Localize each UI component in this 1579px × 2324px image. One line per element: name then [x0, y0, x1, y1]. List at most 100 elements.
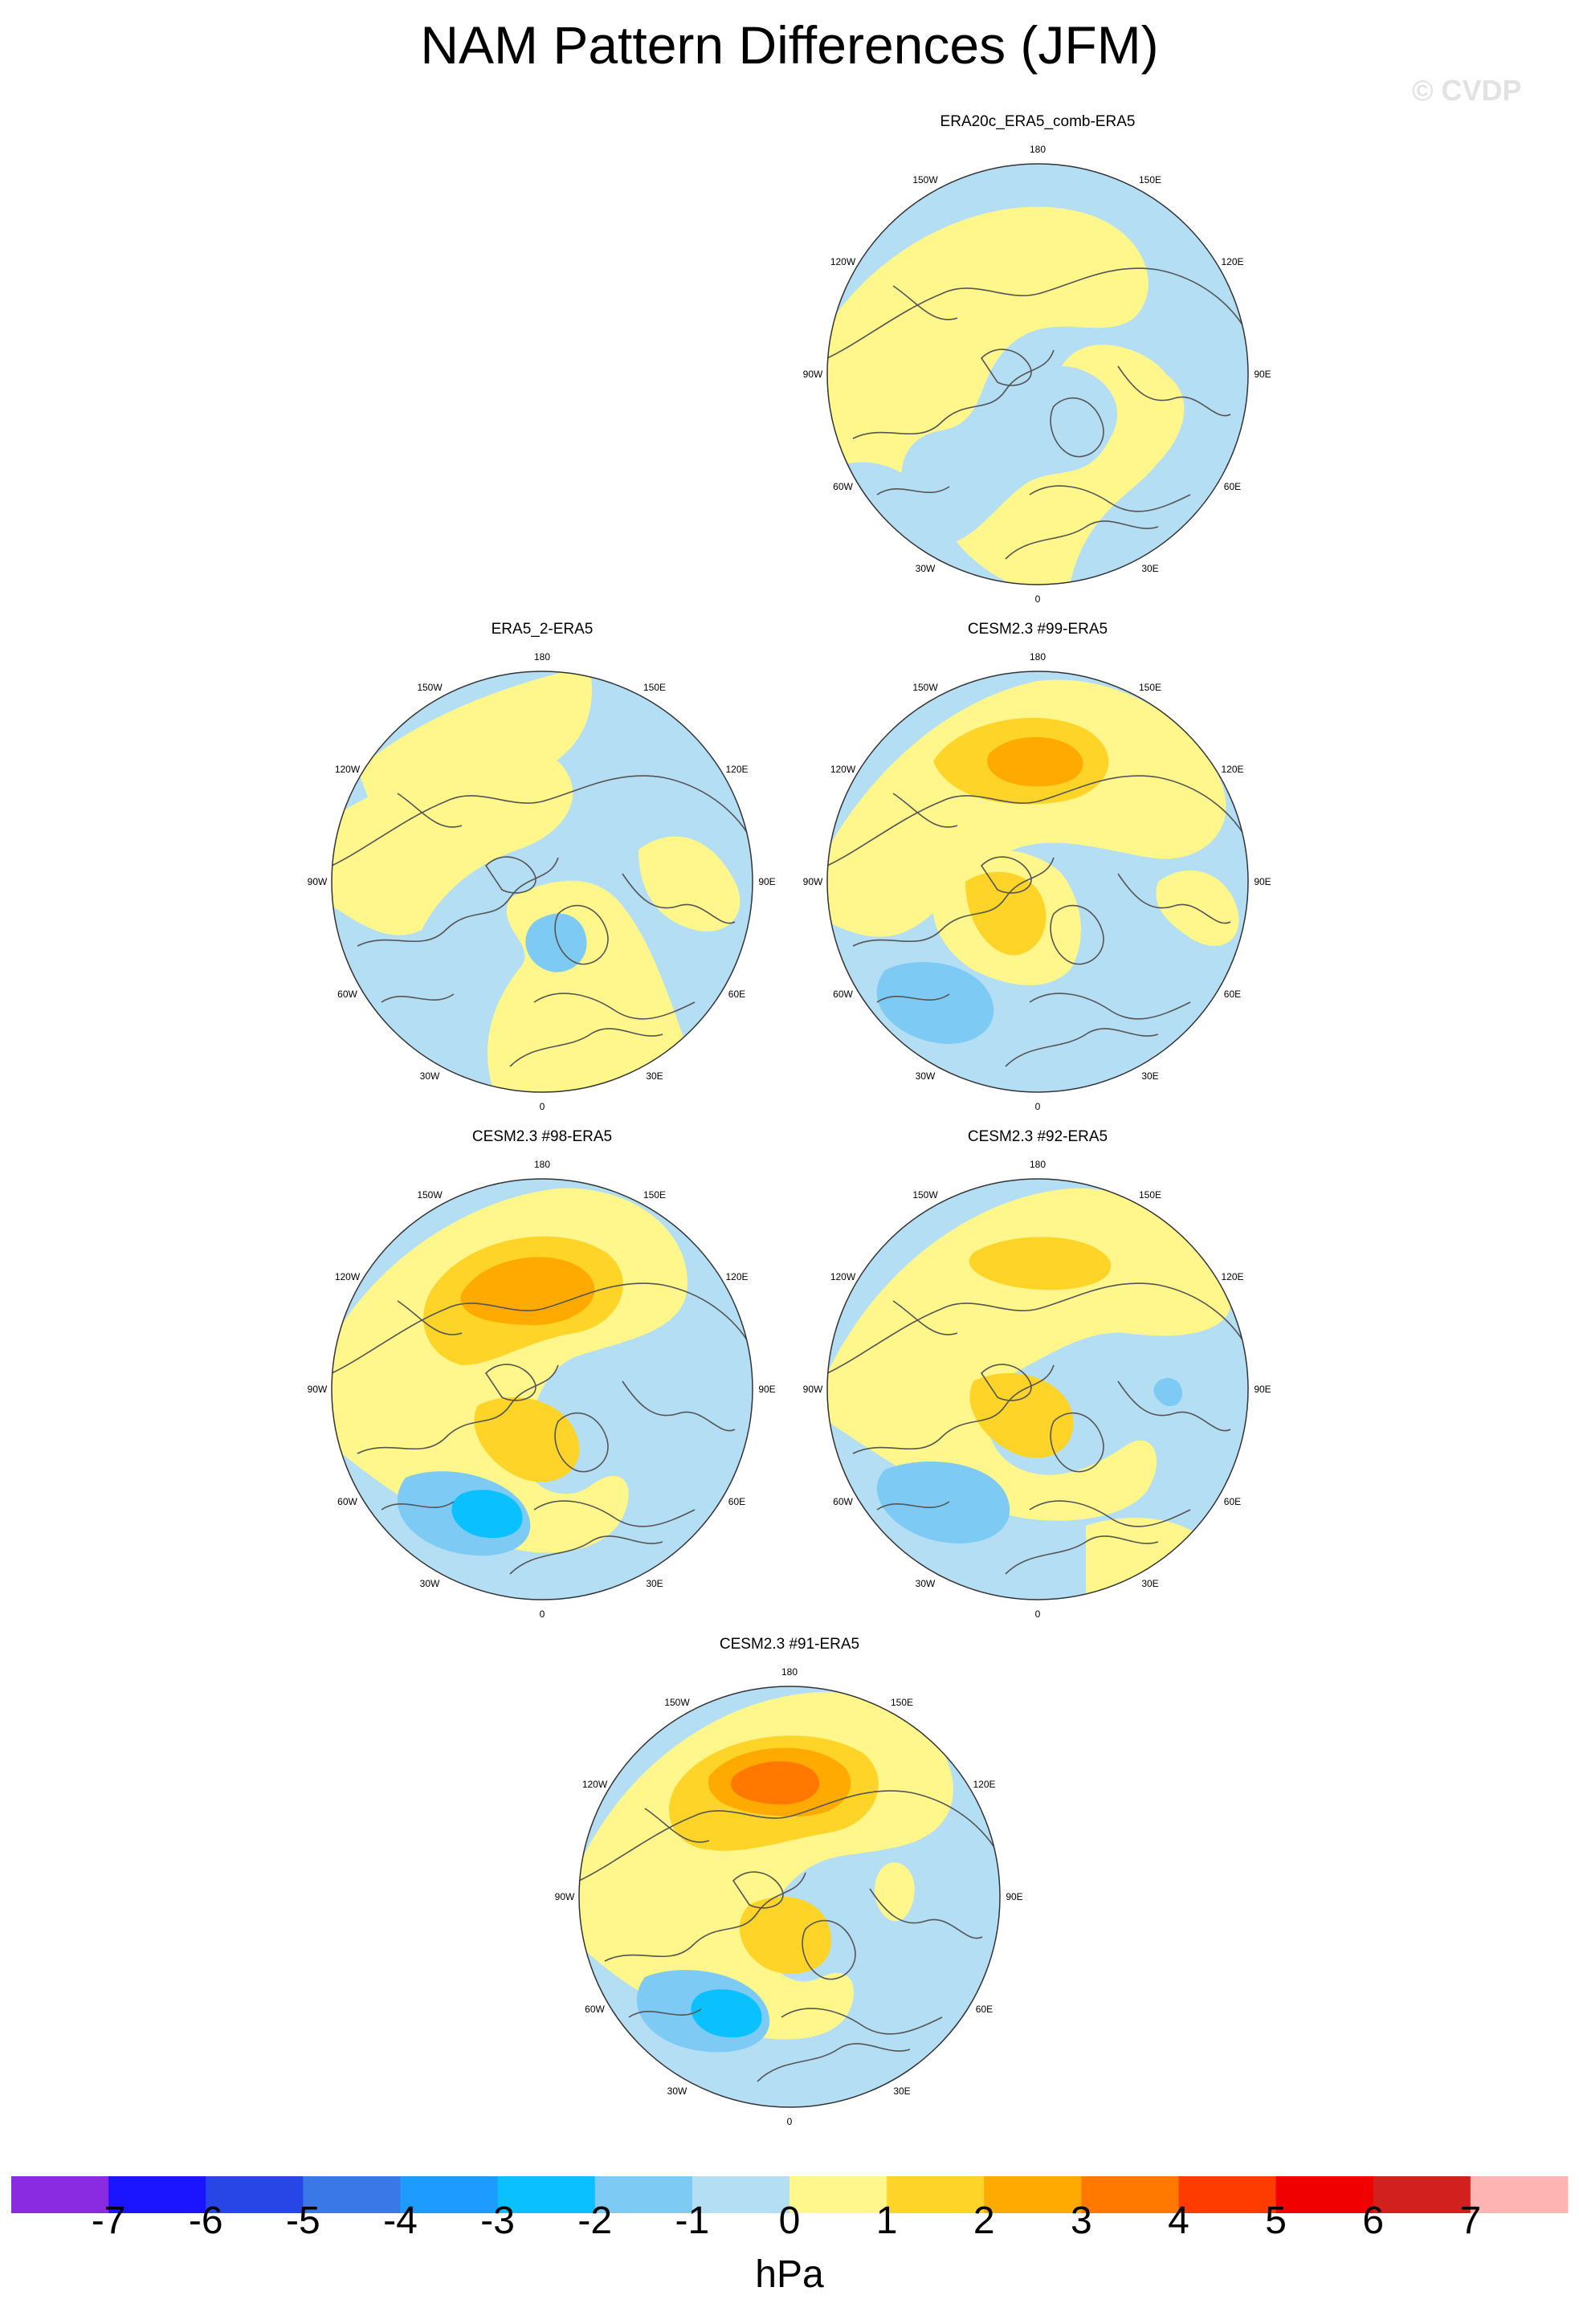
contour-region-0: [827, 206, 1185, 585]
colorbar-tick-label: -5: [286, 2200, 320, 2242]
longitude-label: 30E: [893, 2085, 911, 2098]
longitude-label: 120W: [334, 764, 361, 775]
panel-title: CESM2.3 #99-ERA5: [967, 621, 1108, 638]
figure-title: NAM Pattern Differences (JFM): [420, 15, 1159, 75]
longitude-label: 0: [1034, 1101, 1041, 1112]
colorbar-box: [1470, 2176, 1569, 2213]
contour-region-0: [827, 679, 1226, 937]
longitude-label: 90E: [1254, 1384, 1271, 1395]
colorbar-tick-label: 6: [1362, 2200, 1385, 2242]
longitude-label: 150E: [643, 1189, 667, 1201]
longitude-label: 30W: [419, 1578, 440, 1590]
longitude-label: 0: [539, 1608, 545, 1620]
longitude-label: 120W: [334, 1271, 361, 1282]
map-boundary: [826, 1178, 1249, 1600]
watermark: © CVDP: [1412, 74, 1522, 107]
longitude-label: 30W: [915, 1578, 936, 1590]
contour-region-4: [525, 913, 587, 972]
longitude-label: 0: [786, 2116, 793, 2127]
longitude-label: 60W: [833, 1496, 853, 1507]
longitude-label: 30E: [646, 1578, 663, 1590]
longitude-label: 150E: [1138, 681, 1162, 693]
longitude-label: 120E: [725, 1271, 749, 1282]
polar-map-cesm91: [578, 1686, 1001, 2108]
polar-map-cesm98: [331, 1178, 753, 1600]
longitude-label: 90W: [307, 1384, 328, 1395]
longitude-label: 120E: [1221, 764, 1244, 775]
longitude-label: 30E: [1141, 563, 1159, 575]
longitude-label: 120E: [1221, 1271, 1244, 1282]
contour-region-5: [451, 1490, 523, 1539]
contour-region-3: [731, 1761, 820, 1804]
longitude-label: 30E: [646, 1070, 663, 1082]
longitude-label: 150W: [912, 173, 938, 186]
longitude-label: 60E: [1223, 989, 1242, 1000]
longitude-label: 30W: [419, 1070, 440, 1082]
longitude-label: 0: [1034, 593, 1041, 605]
colorbar-box: [887, 2176, 985, 2213]
longitude-label: 90W: [802, 876, 823, 887]
longitude-label: 60W: [337, 1496, 357, 1507]
longitude-label: 120E: [725, 764, 749, 775]
longitude-label: 60E: [728, 1496, 746, 1507]
longitude-label: 30E: [1141, 1578, 1159, 1590]
longitude-label: 150W: [417, 681, 443, 693]
longitude-label: 180: [533, 1159, 551, 1170]
colorbar-box: [1275, 2176, 1374, 2213]
map-boundary: [826, 163, 1249, 585]
contour-region-4: [965, 871, 1047, 956]
longitude-label: 120E: [973, 1779, 996, 1790]
longitude-label: 30E: [1141, 1070, 1159, 1082]
longitude-label: 90W: [307, 876, 328, 887]
map-boundary: [331, 671, 753, 1093]
longitude-label: 60E: [1223, 481, 1242, 492]
longitude-label: 90W: [554, 1891, 575, 1902]
map-boundary: [331, 1178, 753, 1600]
longitude-label: 60W: [833, 481, 853, 492]
map-boundary: [826, 671, 1249, 1093]
longitude-label: 150E: [643, 681, 667, 693]
contour-region-1: [969, 1237, 1112, 1290]
polar-map-cesm99: [826, 671, 1249, 1093]
contour-region-4: [739, 1897, 831, 1974]
panel-title: CESM2.3 #91-ERA5: [719, 1636, 860, 1653]
longitude-label: 120E: [1221, 256, 1244, 267]
longitude-label: 0: [539, 1101, 545, 1112]
colorbar-box: [984, 2176, 1082, 2213]
longitude-label: 90E: [758, 1384, 776, 1395]
longitude-label: 60E: [1223, 1496, 1242, 1507]
contour-region-5: [1153, 1377, 1182, 1407]
longitude-label: 90E: [758, 876, 776, 887]
colorbar-tick-label: 0: [778, 2200, 801, 2242]
panel-title: ERA5_2-ERA5: [491, 621, 594, 638]
longitude-label: 30W: [915, 1070, 936, 1082]
longitude-label: 120W: [830, 256, 856, 267]
panel-title: CESM2.3 #98-ERA5: [471, 1128, 613, 1145]
longitude-label: 150W: [664, 1696, 690, 1708]
colorbar-box: [790, 2176, 887, 2213]
longitude-label: 180: [1029, 144, 1047, 155]
longitude-label: 60E: [728, 989, 746, 1000]
longitude-label: 90E: [1254, 369, 1271, 380]
colorbar-tick-label: 5: [1265, 2200, 1287, 2242]
colorbar-tick-label: -6: [188, 2200, 223, 2242]
longitude-label: 120W: [581, 1779, 608, 1790]
contour-region-2: [460, 1257, 595, 1325]
longitude-label: 150W: [912, 1189, 938, 1201]
longitude-label: 90W: [802, 1384, 823, 1395]
colorbar-tick-label: 7: [1459, 2200, 1482, 2242]
colorbar-tick-label: -3: [480, 2200, 515, 2242]
longitude-label: 60W: [337, 989, 357, 1000]
longitude-label: 30W: [915, 563, 936, 575]
contour-region-1: [357, 671, 592, 834]
contour-region-2: [987, 736, 1083, 787]
longitude-label: 120W: [830, 1271, 856, 1282]
longitude-label: 150E: [890, 1696, 914, 1708]
longitude-label: 180: [781, 1666, 798, 1678]
longitude-label: 0: [1034, 1608, 1041, 1620]
colorbar-tick-label: -4: [383, 2200, 418, 2242]
contour-region-3: [474, 1397, 580, 1482]
colorbar-tick-label: 1: [875, 2200, 898, 2242]
contour-region-6: [876, 962, 994, 1044]
colorbar-tick-label: 2: [973, 2200, 995, 2242]
